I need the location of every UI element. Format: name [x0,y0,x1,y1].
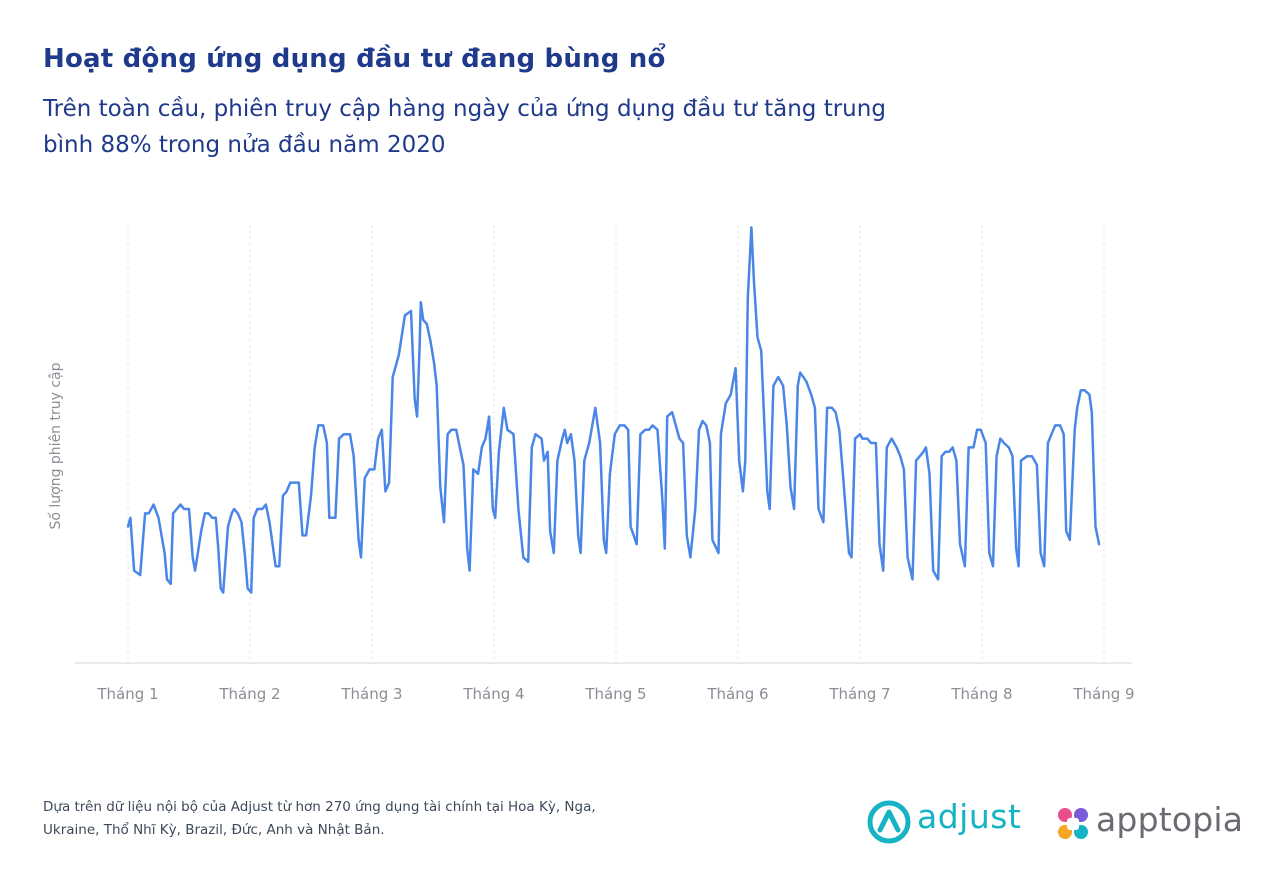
adjust-logo-text: adjust [917,797,1022,836]
x-tick-label: Tháng 2 [218,685,280,703]
x-tick-label: Tháng 7 [828,685,890,703]
x-tick-label: Tháng 1 [96,685,158,703]
footnote-line-2: Ukraine, Thổ Nhĩ Kỳ, Brazil, Đức, Anh và… [43,822,385,838]
x-tick-label: Tháng 4 [462,685,524,703]
series-line [126,226,1101,594]
chart-subtitle: Trên toàn cầu, phiên truy cập hàng ngày … [43,96,886,158]
apptopia-logo-text: apptopia [1096,800,1244,839]
x-tick-label: Tháng 3 [340,685,402,703]
x-tick-label: Tháng 5 [584,685,646,703]
apptopia-logo-icon [1058,808,1088,839]
adjust-logo: adjust [866,797,1021,847]
chart-title: Hoạt động ứng dụng đầu tư đang bùng nổ [43,44,666,74]
adjust-logo-icon [867,800,911,844]
y-axis-label: Số lượng phiên truy cập [47,362,64,529]
x-tick-label: Tháng 6 [706,685,768,703]
x-tick-label: Tháng 8 [950,685,1012,703]
x-tick-labels: Tháng 1 Tháng 2 Tháng 3 Tháng 4 Tháng 5 Tháng… [96,685,1134,703]
apptopia-logo: apptopia [1055,800,1255,850]
footnote-line-1: Dựa trên dữ liệu nội bộ của Adjust từ hơ… [43,799,596,815]
chart-gridlines [127,225,1105,663]
x-tick-label: Tháng 9 [1072,685,1134,703]
footnote: Dựa trên dữ liệu nội bộ của Adjust từ hơ… [43,796,703,842]
